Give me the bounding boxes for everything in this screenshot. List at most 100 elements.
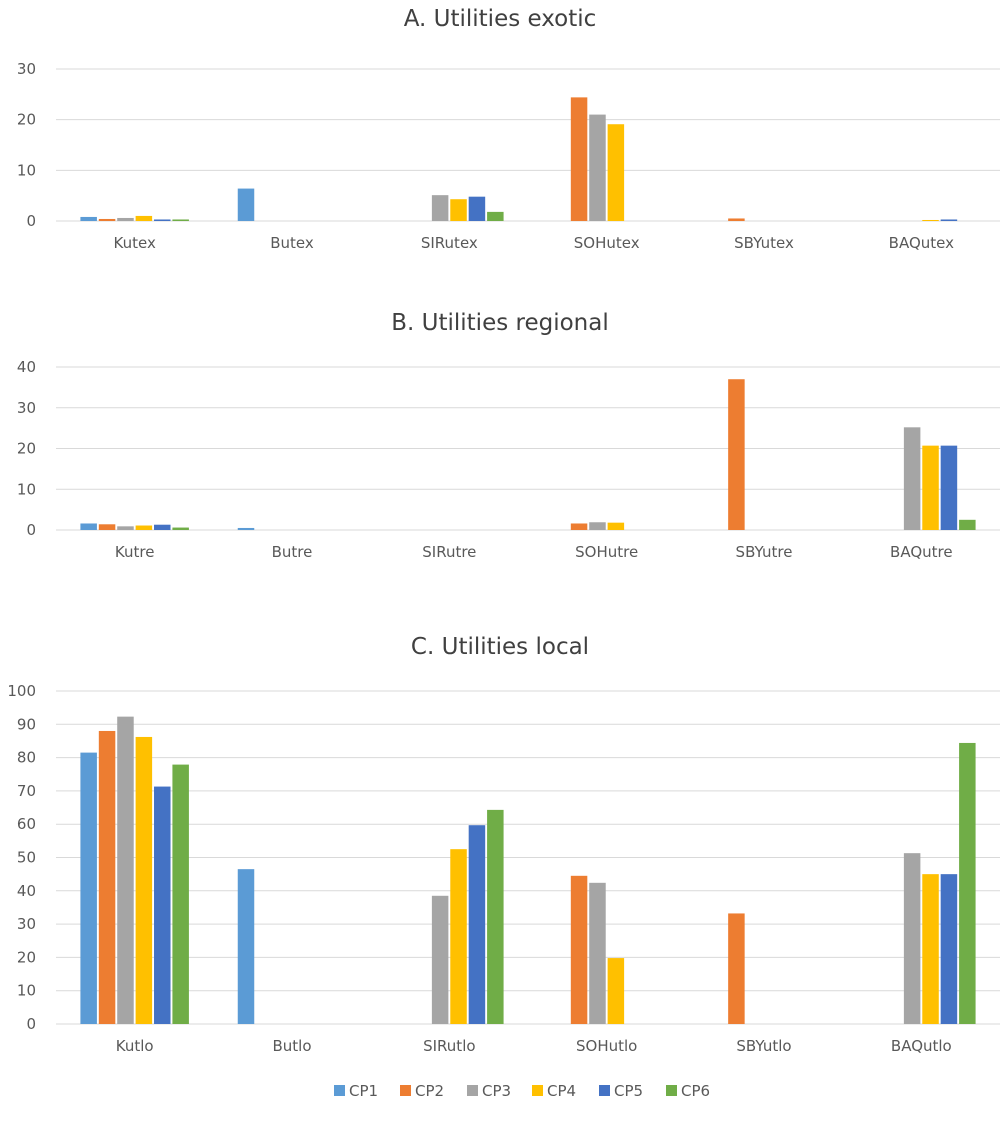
bar-cp2-sohutex [570, 97, 588, 221]
bar-cp6-baqutlo [959, 742, 976, 1024]
bar-cp2-kutre [98, 524, 116, 530]
bar-cp5-baqutre [940, 445, 958, 530]
bar-cp6-sirutlo [487, 809, 504, 1024]
bar-cp5-kutex [154, 219, 171, 221]
bar-cp3-kutlo [117, 716, 134, 1024]
bar-cp4-baqutex [922, 219, 939, 221]
bar-cp6-kutlo [172, 764, 189, 1024]
y-tick-label: 30 [17, 915, 36, 933]
legend-label: CP5 [614, 1082, 643, 1100]
bar-cp2-sbyutlo [728, 913, 745, 1024]
bar-cp3-sohutlo [589, 882, 606, 1024]
x-category-label: Butre [272, 543, 313, 561]
legend-item-cp6: CP6 [666, 1082, 710, 1100]
chart-panel-3: C. Utilities local 0 10 20 30 40 50 60 70 80 90 100… [7, 634, 1000, 1055]
y-tick-label: 90 [17, 715, 36, 733]
x-category-label: BAQutlo [891, 1037, 952, 1055]
legend-item-cp2: CP2 [400, 1082, 444, 1100]
chart-panel-1: A. Utilities exotic 0 10 20 30 Kutex Butex SIRu… [17, 6, 1000, 252]
bar-cp4-sohutex [607, 124, 625, 221]
bar-cp2-sbyutre [728, 379, 745, 530]
y-tick-label: 40 [17, 882, 36, 900]
bar-cp1-butlo [237, 869, 255, 1024]
x-category-label: Butlo [272, 1037, 311, 1055]
x-category-label: Kutlo [116, 1037, 154, 1055]
bar-cp5-kutlo [154, 786, 171, 1024]
legend-item-cp1: CP1 [334, 1082, 378, 1100]
y-tick-label: 10 [17, 982, 36, 1000]
legend: CP1 CP2 CP3 CP4 CP5 CP6 [334, 1082, 710, 1100]
bar-cp3-sirutex [431, 195, 449, 221]
x-category-label: Kutex [114, 234, 156, 252]
bar-cp2-kutlo [98, 730, 116, 1024]
bar-cp6-kutre [172, 527, 189, 530]
y-tick-label: 0 [26, 1015, 36, 1033]
x-category-label: SIRutre [422, 543, 476, 561]
chart-panel-2: B. Utilities regional 0 10 20 30 40 Kutre Butre… [17, 310, 1000, 561]
x-category-label: SIRutlo [423, 1037, 475, 1055]
y-tick-label: 80 [17, 749, 36, 767]
bar-cp6-kutex [172, 219, 189, 221]
chart-area: A. Utilities exotic 0 10 20 30 Kutex Butex SIRu… [7, 6, 1000, 1055]
bar-cp3-kutre [117, 526, 134, 530]
bar-cp1-butex [237, 188, 255, 221]
y-tick-label: 10 [17, 161, 36, 179]
bar-cp2-sohutre [570, 523, 588, 530]
bar-cp4-sirutex [450, 199, 467, 221]
x-category-label: Butex [270, 234, 314, 252]
bar-cp6-baqutre [959, 519, 976, 530]
y-tick-label: 100 [7, 682, 36, 700]
y-tick-label: 60 [17, 815, 36, 833]
y-tick-label: 20 [17, 111, 36, 129]
bar-cp4-sohutre [607, 522, 625, 530]
bar-cp5-sirutex [468, 196, 486, 221]
bar-cp4-sohutlo [607, 958, 625, 1024]
bar-cp4-kutre [135, 525, 153, 530]
legend-swatch [532, 1085, 543, 1096]
y-tick-label: 30 [17, 60, 36, 78]
legend-item-cp5: CP5 [599, 1082, 643, 1100]
bar-cp4-kutex [135, 215, 153, 221]
bar-cp1-butre [237, 527, 255, 530]
bar-cp5-baqutlo [940, 874, 958, 1024]
bar-cp3-baqutlo [903, 853, 921, 1024]
x-category-label: Kutre [115, 543, 155, 561]
bar-cp1-kutlo [80, 752, 97, 1024]
bar-cp4-kutlo [135, 736, 153, 1024]
bar-cp1-kutre [80, 523, 97, 530]
bar-cp2-sbyutex [728, 218, 745, 221]
legend-swatch [400, 1085, 411, 1096]
y-tick-label: 10 [17, 480, 36, 498]
bar-cp1-kutex [80, 216, 97, 221]
bar-cp3-kutex [117, 217, 134, 221]
bar-cp6-sirutex [487, 211, 504, 221]
legend-label: CP6 [681, 1082, 710, 1100]
bar-cp3-sohutex [589, 114, 606, 221]
bar-cp3-sirutlo [431, 895, 449, 1024]
x-category-label: BAQutex [889, 234, 954, 252]
x-category-label: SOHutlo [576, 1037, 637, 1055]
chart-title: C. Utilities local [411, 634, 589, 660]
bar-cp5-kutre [154, 524, 171, 530]
x-category-label: SOHutex [574, 234, 640, 252]
legend-swatch [467, 1085, 478, 1096]
x-category-label: SBYutex [734, 234, 794, 252]
legend-swatch [599, 1085, 610, 1096]
bar-cp5-baqutex [940, 219, 958, 221]
legend-item-cp4: CP4 [532, 1082, 576, 1100]
y-tick-label: 70 [17, 782, 36, 800]
y-tick-label: 50 [17, 849, 36, 867]
bar-cp3-baqutre [903, 427, 921, 530]
legend-swatch [334, 1085, 345, 1096]
y-tick-label: 40 [17, 358, 36, 376]
bar-cp2-kutex [98, 218, 116, 221]
bar-cp4-baqutre [922, 445, 939, 530]
x-category-label: SBYutre [736, 543, 793, 561]
bar-cp4-baqutlo [922, 874, 939, 1024]
legend-swatch [666, 1085, 677, 1096]
bar-cp3-sohutre [589, 522, 606, 530]
y-tick-label: 20 [17, 440, 36, 458]
chart-title: B. Utilities regional [391, 310, 609, 336]
chart-title: A. Utilities exotic [404, 6, 597, 32]
x-category-label: BAQutre [890, 543, 953, 561]
